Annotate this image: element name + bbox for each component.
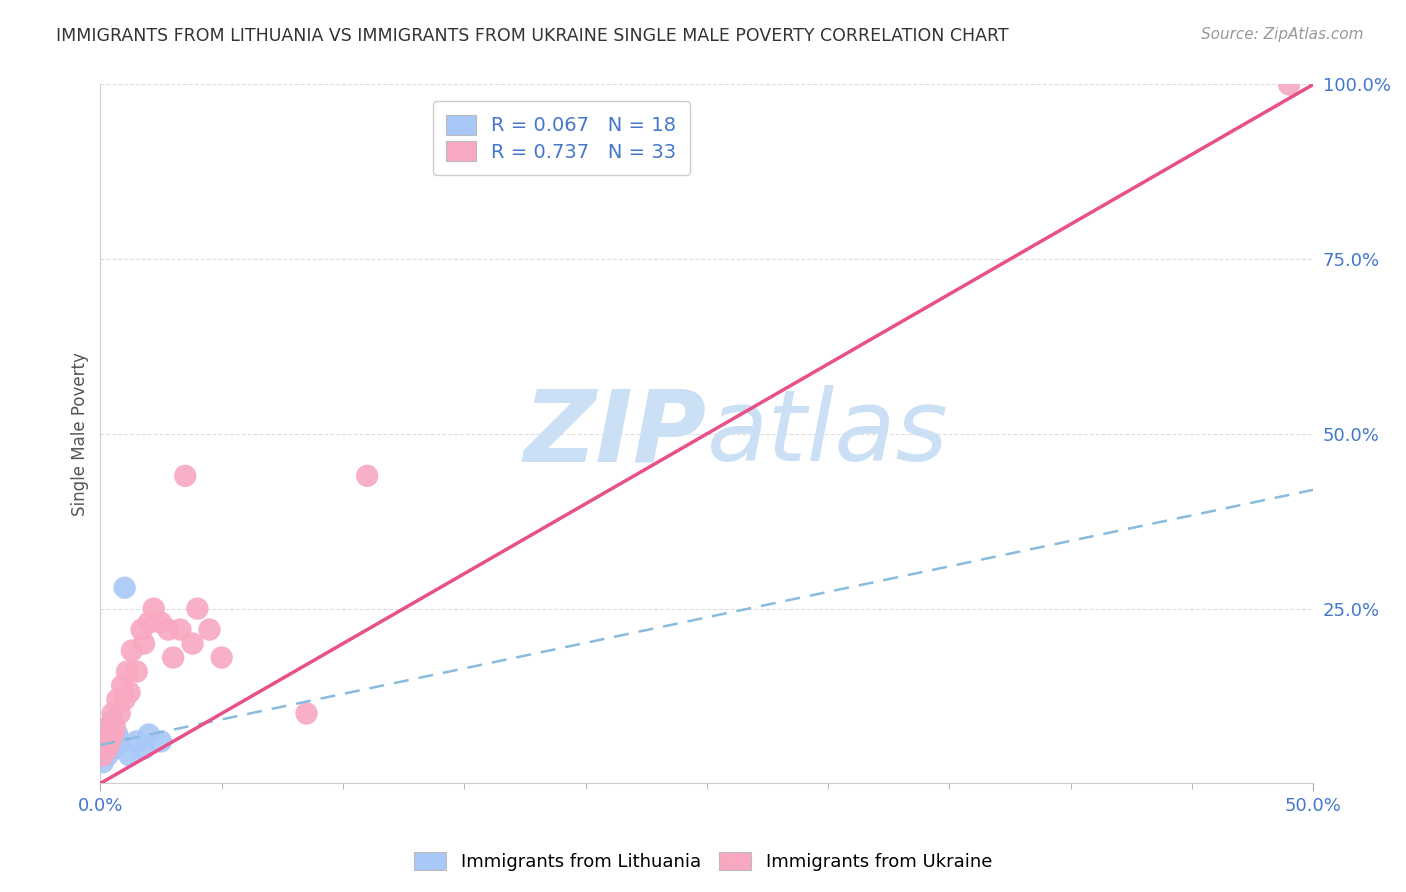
Point — [169, 623, 191, 637]
Y-axis label: Single Male Poverty: Single Male Poverty — [72, 352, 89, 516]
Point — [97, 727, 120, 741]
Point — [125, 734, 148, 748]
Point — [132, 741, 155, 756]
Point — [105, 692, 128, 706]
Point — [97, 721, 120, 735]
Legend: R = 0.067   N = 18, R = 0.737   N = 33: R = 0.067 N = 18, R = 0.737 N = 33 — [433, 101, 690, 175]
Point — [118, 685, 141, 699]
Point — [101, 706, 124, 721]
Point — [97, 741, 120, 756]
Text: IMMIGRANTS FROM LITHUANIA VS IMMIGRANTS FROM UKRAINE SINGLE MALE POVERTY CORRELA: IMMIGRANTS FROM LITHUANIA VS IMMIGRANTS … — [56, 27, 1010, 45]
Point — [91, 748, 114, 763]
Point — [104, 741, 127, 756]
Point — [162, 650, 184, 665]
Point — [132, 637, 155, 651]
Point — [97, 748, 120, 763]
Point — [98, 721, 121, 735]
Point — [1278, 78, 1301, 92]
Text: ZIP: ZIP — [524, 385, 707, 483]
Point — [198, 623, 221, 637]
Point — [98, 734, 121, 748]
Point — [174, 468, 197, 483]
Point — [150, 734, 173, 748]
Point — [91, 756, 114, 770]
Point — [101, 727, 124, 741]
Point — [186, 601, 208, 615]
Point — [115, 665, 138, 679]
Point — [118, 748, 141, 763]
Point — [121, 643, 143, 657]
Point — [295, 706, 318, 721]
Point — [108, 706, 131, 721]
Point — [138, 727, 160, 741]
Point — [101, 734, 124, 748]
Point — [94, 741, 117, 756]
Legend: Immigrants from Lithuania, Immigrants from Ukraine: Immigrants from Lithuania, Immigrants fr… — [406, 845, 1000, 879]
Point — [98, 741, 121, 756]
Point — [356, 468, 378, 483]
Text: Source: ZipAtlas.com: Source: ZipAtlas.com — [1201, 27, 1364, 42]
Point — [105, 727, 128, 741]
Point — [138, 615, 160, 630]
Point — [211, 650, 233, 665]
Point — [125, 665, 148, 679]
Point — [114, 581, 136, 595]
Point — [101, 714, 124, 728]
Point — [94, 734, 117, 748]
Point — [94, 741, 117, 756]
Point — [131, 623, 153, 637]
Point — [157, 623, 180, 637]
Point — [114, 692, 136, 706]
Point — [94, 734, 117, 748]
Point — [104, 721, 127, 735]
Point — [142, 601, 165, 615]
Text: atlas: atlas — [707, 385, 949, 483]
Point — [111, 679, 134, 693]
Point — [108, 734, 131, 748]
Point — [181, 637, 204, 651]
Point — [150, 615, 173, 630]
